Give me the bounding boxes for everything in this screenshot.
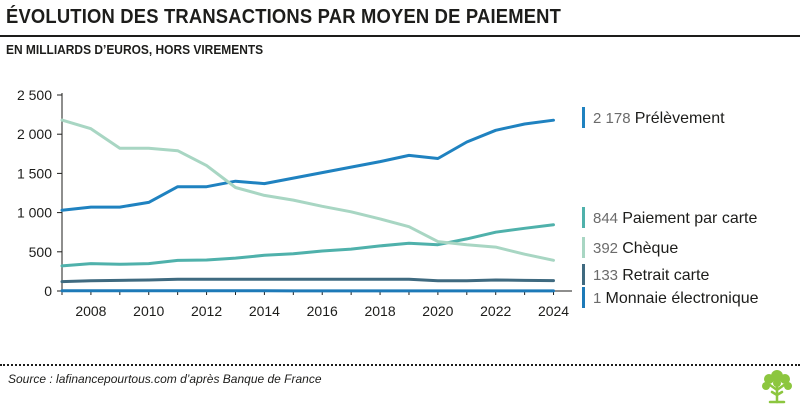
- line-chart: 0 500 1 000 1 500 2 000 2 500 2008 2010 2012 2014…: [17, 87, 759, 319]
- y-tick-label: 2 000: [17, 126, 52, 142]
- legend-marker-monnaie-electronique: [582, 287, 585, 308]
- legend-label-monnaie-electronique: 1 Monnaie électronique: [593, 290, 759, 307]
- x-tick-label: 2014: [249, 303, 280, 319]
- legend-name: Prélèvement: [635, 110, 725, 127]
- series-line-cheque: [60, 118, 555, 262]
- legend-value: 2 178: [593, 110, 635, 127]
- y-tick-label: 1 500: [17, 165, 52, 181]
- x-tick-label: 2020: [422, 303, 453, 319]
- x-tick-label: 2008: [75, 303, 106, 319]
- legend-label-retrait-carte: 133 Retrait carte: [593, 267, 709, 284]
- legend-value: 844: [593, 210, 622, 227]
- legend-value: 392: [593, 240, 622, 257]
- footer-divider: [0, 364, 800, 366]
- legend-value: 1: [593, 290, 606, 307]
- legend-marker-prelevement: [582, 107, 585, 128]
- legend-label-cheque: 392 Chèque: [593, 240, 678, 257]
- x-tick-label: 2010: [133, 303, 164, 319]
- chart-subtitle: EN MILLIARDS D’EUROS, HORS VIREMENTS: [6, 42, 264, 57]
- legend-label-paiement-par-carte: 844 Paiement par carte: [593, 210, 757, 227]
- series-line-paiement-par-carte: [60, 223, 555, 268]
- x-tick-label: 2018: [364, 303, 395, 319]
- title-divider: [0, 35, 800, 37]
- legend-value: 133: [593, 267, 622, 284]
- legend-name: Chèque: [622, 240, 678, 257]
- y-tick-label: 2 500: [17, 87, 52, 103]
- legend-marker-paiement-par-carte: [582, 207, 585, 228]
- series-lines: [60, 118, 555, 293]
- series-line-prelevement: [60, 118, 555, 212]
- source-note: Source : lafinancepourtous.com d’après B…: [8, 372, 322, 386]
- x-tick-label: 2016: [307, 303, 338, 319]
- y-tick-label: 1 000: [17, 205, 52, 221]
- legend-name: Retrait carte: [622, 267, 709, 284]
- series-line-retrait-carte: [60, 277, 555, 284]
- legend-name: Paiement par carte: [622, 210, 757, 227]
- x-tick-label: 2012: [191, 303, 222, 319]
- x-tick-label: 2024: [538, 303, 569, 319]
- legend-name: Monnaie électronique: [606, 290, 759, 307]
- x-tick-label: 2022: [480, 303, 511, 319]
- legend-label-prelevement: 2 178 Prélèvement: [593, 110, 725, 127]
- chart-title: ÉVOLUTION DES TRANSACTIONS PAR MOYEN DE …: [6, 6, 562, 28]
- legend-marker-retrait-carte: [582, 264, 585, 285]
- y-tick-label: 0: [44, 283, 52, 299]
- legend-marker-cheque: [582, 237, 585, 258]
- y-tick-label: 500: [29, 244, 53, 260]
- axes: 0 500 1 000 1 500 2 000 2 500 2008 2010 2012 2014…: [17, 87, 572, 319]
- tree-icon: [762, 370, 792, 404]
